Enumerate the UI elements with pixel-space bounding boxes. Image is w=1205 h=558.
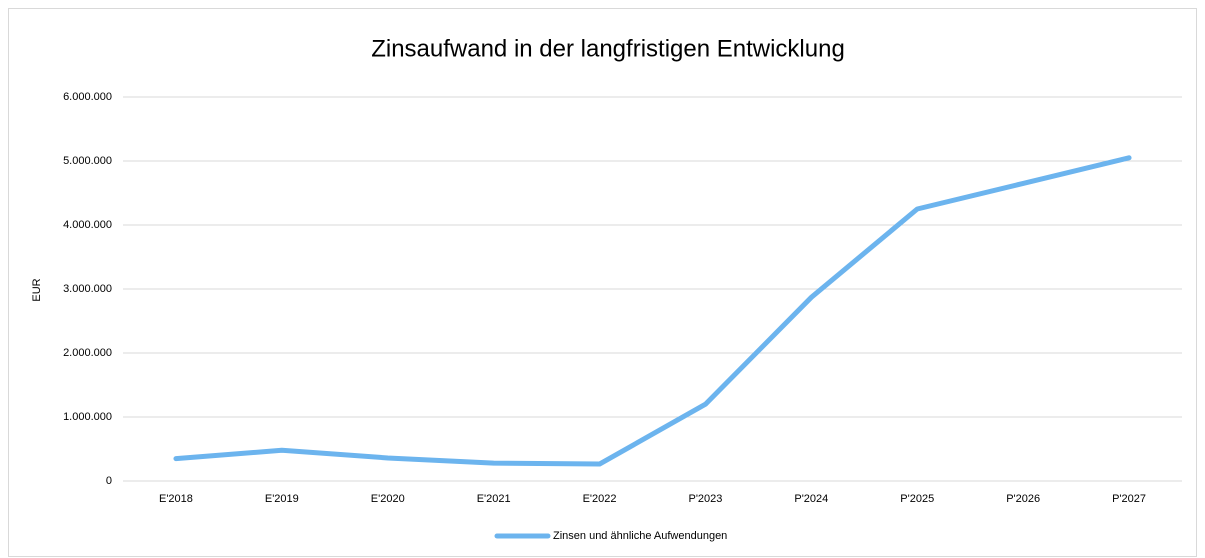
y-axis-label: EUR [31, 278, 43, 301]
x-tick-label: E'2018 [159, 493, 193, 505]
x-tick-label: E'2020 [371, 493, 405, 505]
x-tick-label: E'2022 [583, 493, 617, 505]
y-tick-label: 4.000.000 [63, 219, 112, 231]
data-line [173, 155, 1132, 467]
x-tick-label: E'2021 [477, 493, 511, 505]
y-tick-label: 0 [106, 475, 112, 487]
y-tick-label: 6.000.000 [63, 91, 112, 103]
chart-border [8, 8, 1197, 557]
y-tick-label: 2.000.000 [63, 347, 112, 359]
x-tick-label: P'2025 [900, 493, 934, 505]
chart-title: Zinsaufwand in der langfristigen Entwick… [371, 35, 845, 62]
x-tick-label: E'2019 [265, 493, 299, 505]
x-tick-label: P'2024 [794, 493, 828, 505]
y-tick-label: 5.000.000 [63, 155, 112, 167]
y-tick-label: 1.000.000 [63, 411, 112, 423]
y-tick-label: 3.000.000 [63, 283, 112, 295]
x-tick-label: P'2027 [1112, 493, 1146, 505]
x-tick-label: P'2023 [688, 493, 722, 505]
x-tick-label: P'2026 [1006, 493, 1040, 505]
legend-label: Zinsen und ähnliche Aufwendungen [553, 530, 727, 542]
